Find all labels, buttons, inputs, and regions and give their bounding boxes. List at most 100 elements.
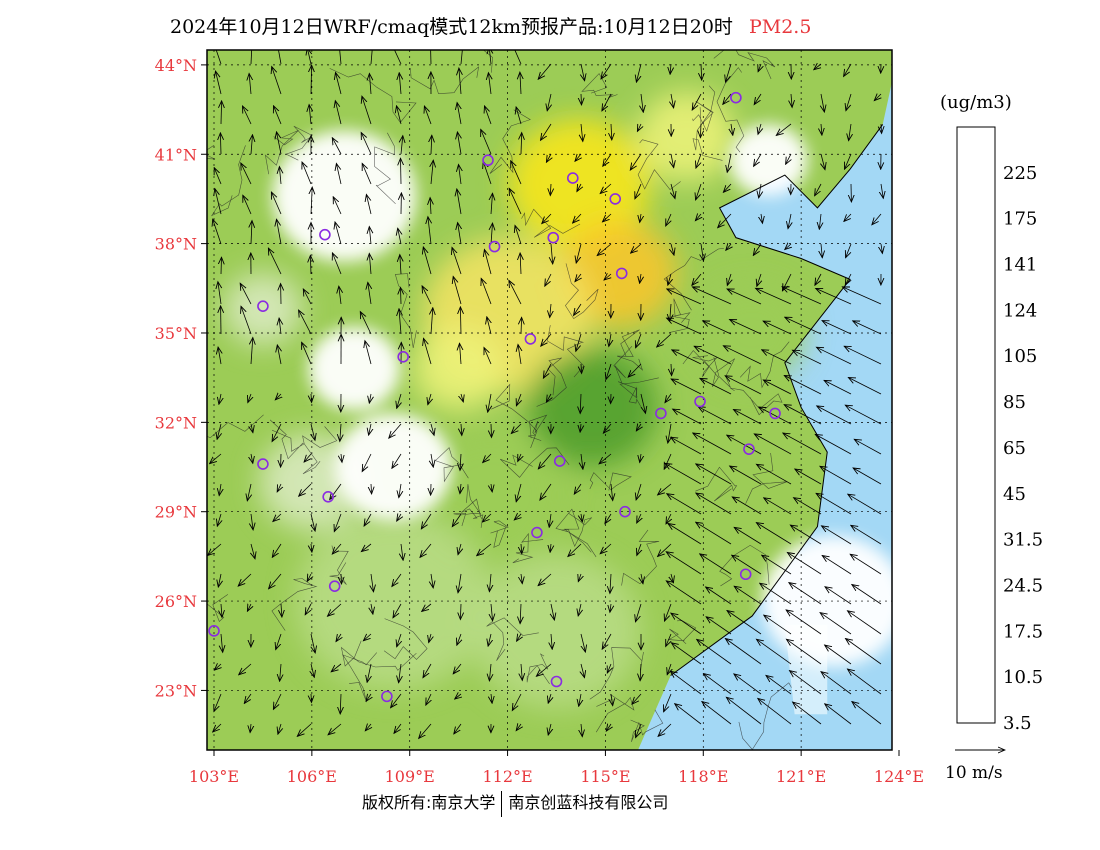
vector-legend: 10 m/s	[945, 750, 1005, 783]
wind-vector	[597, 243, 612, 256]
border-line	[682, 350, 718, 378]
wind-vector	[787, 639, 822, 665]
city-marker	[609, 193, 622, 205]
lat-tick-label: 38°N	[155, 235, 197, 254]
border-line	[302, 426, 338, 475]
wind-vector	[698, 407, 732, 425]
wind-vector	[727, 435, 762, 455]
wind-vector	[546, 153, 551, 162]
border-line	[589, 472, 632, 491]
wind-vector	[453, 663, 462, 674]
wind-vector	[666, 213, 671, 226]
wind-vector	[458, 573, 461, 593]
wind-vector	[640, 393, 646, 413]
wind-vector	[881, 123, 882, 133]
wind-vectors	[208, 50, 884, 739]
wind-vector	[423, 663, 432, 678]
lon-tick-label: 109°E	[385, 767, 435, 786]
wind-vector	[727, 273, 731, 285]
wind-vector	[491, 223, 493, 245]
wind-vector	[550, 183, 551, 195]
wind-vector	[518, 454, 521, 461]
wind-vector	[757, 639, 792, 665]
wind-vector	[581, 633, 585, 652]
wind-vector	[825, 645, 852, 665]
wind-vector	[483, 513, 492, 522]
wind-vector	[491, 483, 492, 492]
wind-vector	[785, 317, 822, 335]
wind-vector	[481, 278, 492, 305]
wind-vector	[666, 513, 671, 524]
wind-vector	[341, 573, 342, 584]
wind-vector	[794, 498, 822, 515]
wind-vector	[477, 543, 492, 556]
wind-vector	[734, 527, 762, 545]
wind-vector	[611, 483, 613, 501]
axis-labels: 44°N 41°N 38°N 35°N 32°N 29°N 26°N 23°N 103°E 106…	[155, 56, 924, 786]
wind-vector	[581, 363, 582, 373]
wind-vector	[399, 309, 401, 335]
wind-vector	[218, 573, 221, 587]
wind-vector	[581, 513, 582, 522]
border-line	[410, 66, 480, 95]
wind-vector	[543, 363, 552, 378]
wind-vector	[399, 663, 401, 683]
wind-vector	[602, 633, 612, 649]
wind-vector	[369, 254, 371, 275]
wind-vector	[821, 123, 822, 135]
wind-vector	[754, 153, 762, 166]
wind-vector	[820, 613, 852, 635]
wind-vector	[845, 405, 882, 425]
wind-vector	[636, 333, 642, 348]
wind-vector	[277, 345, 281, 365]
wind-vector	[272, 67, 282, 95]
wind-vector	[601, 63, 612, 79]
wind-vector	[420, 543, 432, 557]
wind-vector	[311, 663, 314, 677]
wind-vector	[602, 93, 612, 111]
wind-vector	[459, 165, 462, 185]
wind-vector	[668, 273, 671, 285]
wind-vector	[521, 543, 522, 554]
wind-vector	[727, 153, 731, 172]
wind-vector	[575, 153, 581, 161]
wind-vector	[848, 378, 882, 395]
wind-vector	[333, 197, 342, 215]
wind-vector	[573, 213, 582, 223]
wind-vector	[538, 573, 552, 586]
wind-vector	[576, 333, 582, 351]
wind-vector	[845, 273, 851, 285]
wind-vector	[725, 376, 762, 395]
city-marker	[619, 505, 631, 518]
wind-vector	[758, 63, 761, 72]
wind-vector	[846, 639, 882, 665]
wind-vector	[340, 693, 341, 714]
wind-vector	[397, 514, 401, 521]
wind-vector	[665, 393, 671, 403]
wind-vector	[391, 693, 402, 708]
vector-legend-label: 10 m/s	[945, 763, 1003, 783]
border-line	[461, 498, 484, 528]
wind-vector	[303, 289, 312, 305]
wind-vector	[272, 423, 282, 442]
wind-vector	[216, 71, 222, 95]
wind-vector	[251, 423, 253, 433]
city-marker	[547, 231, 560, 244]
wind-vector	[221, 603, 222, 617]
lon-tick-label: 118°E	[678, 767, 728, 786]
wind-vector	[600, 183, 612, 194]
wind-vector	[400, 255, 401, 275]
wind-vector	[250, 723, 251, 733]
lon-tick-label: 124°E	[874, 767, 924, 786]
wind-vector	[491, 693, 492, 703]
wind-vector	[692, 287, 732, 305]
wind-vector	[431, 573, 433, 588]
wind-vector	[671, 183, 675, 199]
wind-vector	[401, 288, 402, 305]
wind-vector	[754, 434, 792, 455]
city-marker	[319, 228, 331, 241]
wind-vector	[541, 333, 552, 346]
wind-vector	[670, 671, 702, 695]
border-line	[692, 85, 723, 161]
wind-vector	[641, 573, 643, 584]
